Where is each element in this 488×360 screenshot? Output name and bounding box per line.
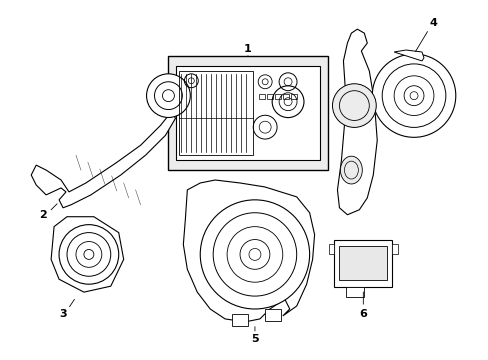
Bar xyxy=(176,66,319,160)
Bar xyxy=(391,244,397,255)
Polygon shape xyxy=(51,217,123,292)
Text: 6: 6 xyxy=(359,309,366,319)
Bar xyxy=(291,94,297,99)
Bar xyxy=(346,287,364,297)
Polygon shape xyxy=(183,180,314,322)
Bar xyxy=(328,244,334,255)
Polygon shape xyxy=(31,111,175,208)
Circle shape xyxy=(146,74,190,117)
Bar xyxy=(339,247,386,280)
Bar xyxy=(334,239,391,287)
Polygon shape xyxy=(393,50,423,61)
Text: 2: 2 xyxy=(39,210,47,220)
Text: 5: 5 xyxy=(251,334,258,344)
Text: 1: 1 xyxy=(244,44,251,54)
Bar xyxy=(283,94,289,99)
Bar xyxy=(275,94,281,99)
Bar xyxy=(232,314,247,326)
Circle shape xyxy=(332,84,375,127)
Circle shape xyxy=(59,225,119,284)
Polygon shape xyxy=(337,29,376,215)
Bar xyxy=(259,94,265,99)
Bar xyxy=(264,309,280,321)
Circle shape xyxy=(371,54,455,137)
Bar xyxy=(168,56,327,170)
Bar xyxy=(179,71,253,155)
Text: 3: 3 xyxy=(59,309,67,319)
Ellipse shape xyxy=(340,156,362,184)
Bar xyxy=(267,94,273,99)
Circle shape xyxy=(200,200,309,309)
Text: 4: 4 xyxy=(429,18,437,28)
